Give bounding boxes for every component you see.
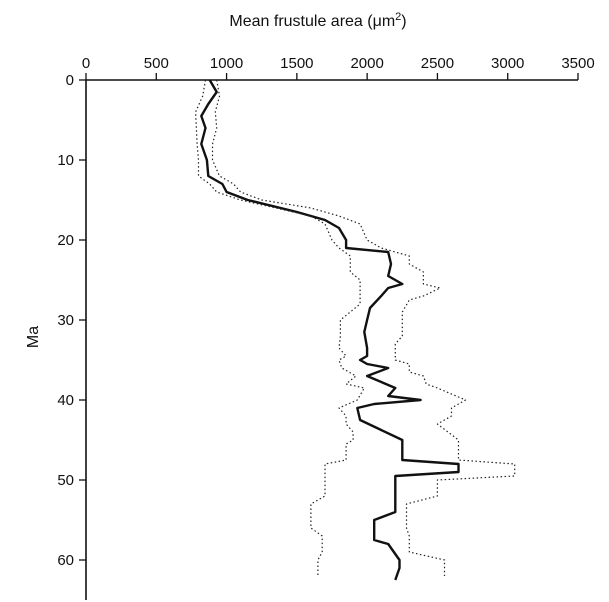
bound-line-2 [211,79,516,576]
x-tick-label: 500 [144,55,169,72]
y-tick-label: 30 [57,312,74,329]
y-tick-label: 40 [57,392,74,409]
x-tick-label: 2000 [350,55,383,72]
y-tick-label: 50 [57,472,74,489]
y-tick-label: 60 [57,552,74,569]
x-axis-title: Mean frustule area (μm2) [229,11,406,30]
axes: 0 500 1000 1500 2000 2500 3000 3500 0 10 20 30 40 50 6… [57,55,595,600]
x-tick-label: 1500 [280,55,313,72]
y-tick-label: 10 [57,152,74,169]
y-tick-label: 0 [66,72,74,89]
x-tick-label: 1000 [210,55,243,72]
y-tick-label: 20 [57,232,74,249]
mean-line [200,79,460,581]
y-axis-title: Ma [25,326,42,348]
x-tick-label: 2500 [421,55,454,72]
x-tick-label: 3000 [491,55,524,72]
x-tick-label: 3500 [561,55,594,72]
x-tick-label: 0 [82,55,90,72]
bound-line-1 [195,79,365,576]
series-layer [195,79,516,581]
